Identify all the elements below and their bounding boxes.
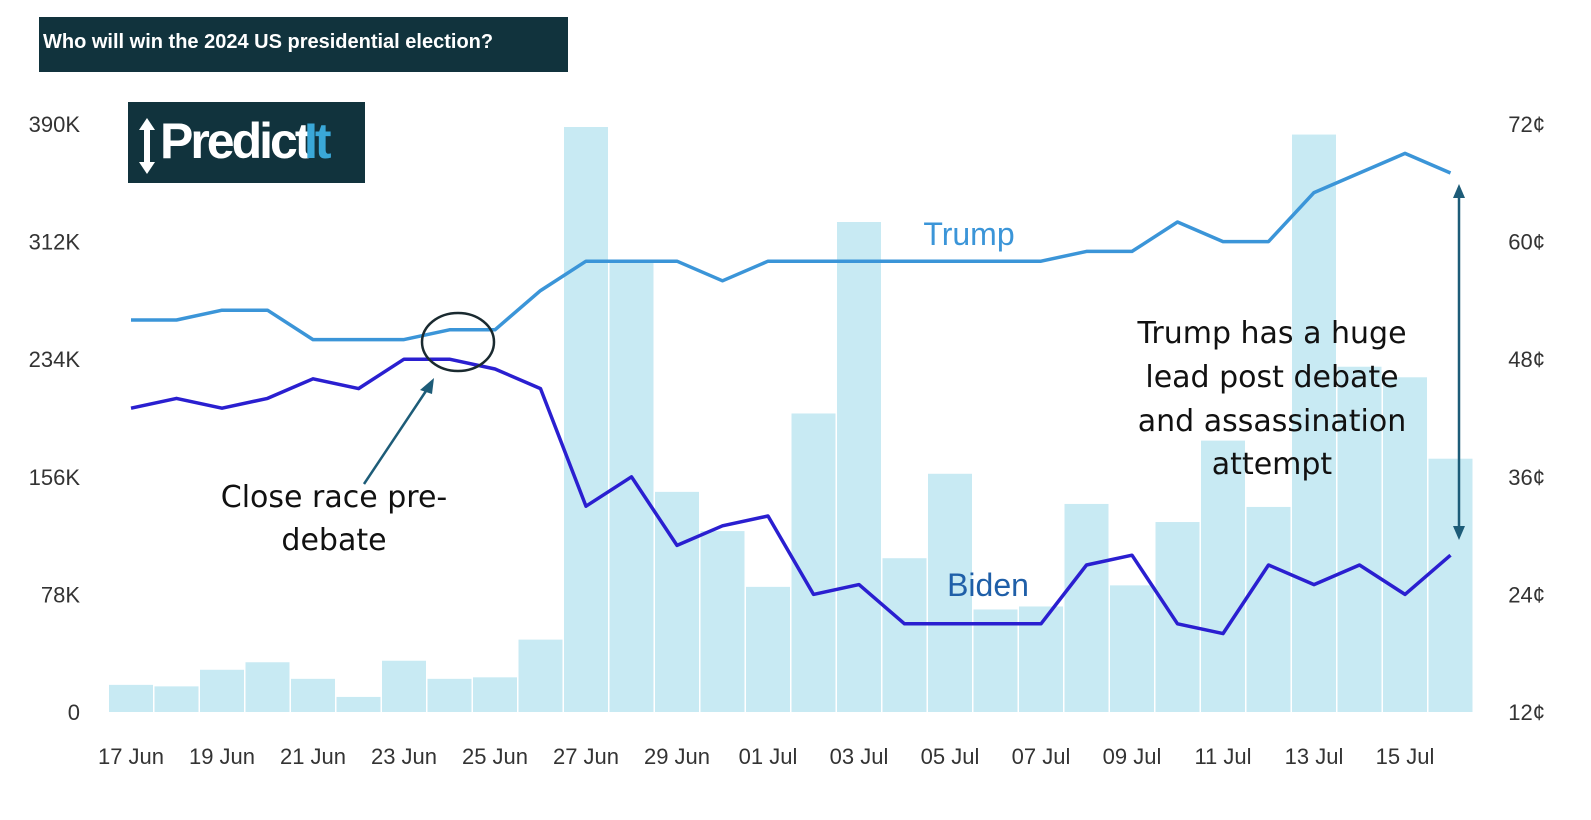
logo-text-accent: It bbox=[304, 113, 331, 169]
lead-annotation-line3: and assassination bbox=[1138, 404, 1406, 439]
volume-bar bbox=[1246, 506, 1291, 712]
volume-bar bbox=[1110, 585, 1154, 712]
volume-bar bbox=[1337, 366, 1382, 712]
left-axis-tick-label: 0 bbox=[68, 700, 80, 725]
x-axis-tick-label: 21 Jun bbox=[280, 744, 346, 769]
volume-bar bbox=[1064, 503, 1109, 712]
volume-bar bbox=[928, 473, 972, 712]
volume-bar bbox=[973, 609, 1018, 712]
left-axis-tick-label: 234K bbox=[29, 347, 81, 372]
lead-annotation-line1: Trump has a huge bbox=[1136, 316, 1406, 351]
close-race-annotation-line2: debate bbox=[281, 523, 386, 558]
right-axis-tick-label: 12¢ bbox=[1508, 700, 1545, 725]
x-axis-tick-label: 15 Jul bbox=[1376, 744, 1435, 769]
left-axis-tick-label: 312K bbox=[29, 230, 81, 255]
left-axis: 0 78K 156K 234K 312K 390K bbox=[29, 112, 81, 725]
lead-arrowhead-bottom bbox=[1453, 526, 1465, 540]
x-axis-tick-label: 13 Jul bbox=[1285, 744, 1344, 769]
biden-series-label: Biden bbox=[947, 567, 1029, 603]
x-axis-tick-label: 05 Jul bbox=[921, 744, 980, 769]
right-axis-tick-label: 36¢ bbox=[1508, 465, 1545, 490]
x-axis-tick-label: 01 Jul bbox=[739, 744, 798, 769]
volume-bar bbox=[837, 222, 881, 712]
x-axis-tick-label: 29 Jun bbox=[644, 744, 710, 769]
x-axis-tick-label: 07 Jul bbox=[1012, 744, 1071, 769]
volume-bar bbox=[655, 491, 699, 712]
x-axis-tick-label: 25 Jun bbox=[462, 744, 528, 769]
right-axis-tick-label: 72¢ bbox=[1508, 112, 1545, 137]
logo-text-main: Predict bbox=[160, 113, 312, 169]
close-race-circle bbox=[420, 311, 496, 373]
trump-series-label: Trump bbox=[923, 216, 1014, 252]
right-axis-tick-label: 60¢ bbox=[1508, 230, 1545, 255]
right-axis-tick-label: 24¢ bbox=[1508, 582, 1545, 607]
volume-bar bbox=[1292, 134, 1336, 713]
x-axis-tick-label: 23 Jun bbox=[371, 744, 437, 769]
x-axis-tick-label: 27 Jun bbox=[553, 744, 619, 769]
x-axis-tick-label: 17 Jun bbox=[98, 744, 164, 769]
volume-bar bbox=[518, 639, 563, 712]
lead-arrowhead-top bbox=[1453, 184, 1465, 198]
x-axis-tick-label: 11 Jul bbox=[1194, 744, 1251, 769]
volume-bar bbox=[746, 586, 790, 712]
close-race-annotation-line1: Close race pre- bbox=[221, 480, 447, 515]
left-axis-tick-label: 78K bbox=[41, 582, 80, 607]
volume-bar bbox=[1155, 522, 1200, 712]
close-race-arrow bbox=[362, 387, 430, 485]
volume-bar bbox=[1383, 377, 1427, 712]
x-axis-tick-label: 19 Jun bbox=[189, 744, 255, 769]
volume-bar bbox=[336, 696, 381, 712]
volume-bar bbox=[245, 662, 290, 712]
volume-bar bbox=[1201, 440, 1245, 712]
volume-bars bbox=[109, 127, 1473, 713]
volume-bar bbox=[109, 684, 153, 712]
volume-bar bbox=[564, 127, 608, 712]
x-axis: 17 Jun 19 Jun 21 Jun 23 Jun 25 Jun 27 Jun 29 J… bbox=[98, 744, 1434, 769]
close-race-arrowhead bbox=[420, 378, 434, 394]
volume-bar bbox=[427, 678, 472, 712]
x-axis-tick-label: 03 Jul bbox=[830, 744, 889, 769]
right-axis-tick-label: 48¢ bbox=[1508, 347, 1545, 372]
left-axis-tick-label: 156K bbox=[29, 465, 81, 490]
volume-bar bbox=[882, 558, 927, 712]
chart-title-box: Who will win the 2024 US presidential el… bbox=[39, 17, 568, 72]
lead-annotation-line4: attempt bbox=[1212, 447, 1333, 482]
price-lines bbox=[130, 151, 1452, 636]
right-axis: 12¢ 24¢ 36¢ 48¢ 60¢ 72¢ bbox=[1508, 112, 1545, 725]
volume-bar bbox=[200, 669, 244, 712]
annotations: Close race pre- debate Trump has a huge … bbox=[221, 184, 1465, 558]
volume-bar bbox=[791, 413, 836, 712]
volume-bar bbox=[154, 686, 199, 712]
logo-arrow-icon bbox=[139, 118, 155, 174]
volume-bar bbox=[382, 660, 426, 712]
volume-bar bbox=[291, 678, 335, 712]
volume-bar bbox=[473, 677, 517, 712]
x-axis-tick-label: 09 Jul bbox=[1103, 744, 1162, 769]
biden-price-line bbox=[130, 357, 1452, 636]
predictit-logo: Predict It bbox=[128, 102, 365, 183]
volume-bar bbox=[700, 531, 745, 712]
volume-bar bbox=[1428, 458, 1473, 712]
lead-annotation-line2: lead post debate bbox=[1145, 360, 1398, 395]
trump-price-line bbox=[131, 151, 1452, 342]
left-axis-tick-label: 390K bbox=[29, 112, 81, 137]
chart-title: Who will win the 2024 US presidential el… bbox=[43, 31, 494, 53]
